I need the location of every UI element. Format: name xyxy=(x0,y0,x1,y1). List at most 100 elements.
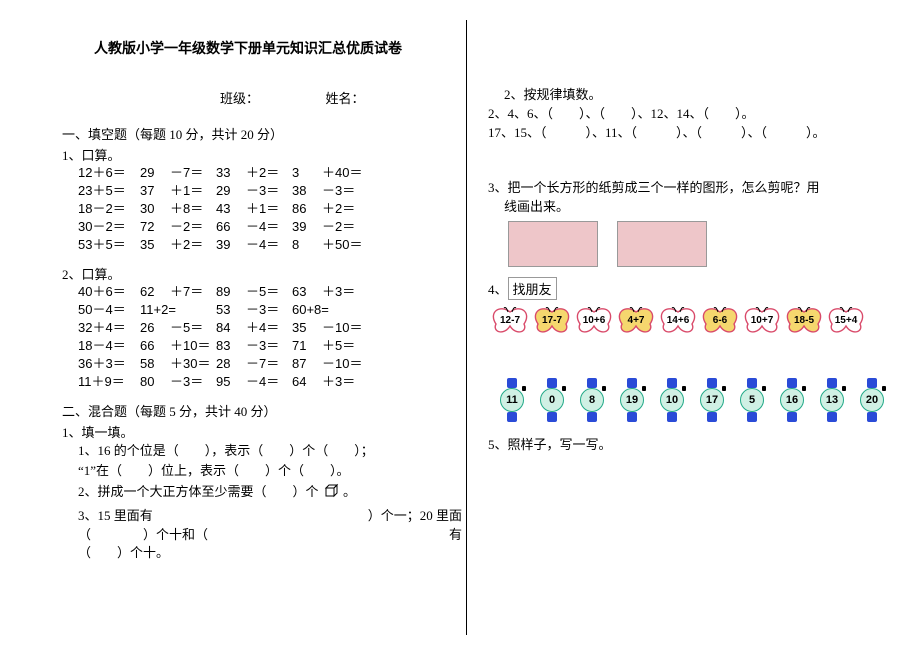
calc-cell: 32＋4＝ xyxy=(78,319,140,337)
calc-cell: ＋1＝ xyxy=(246,200,292,218)
calc-cell: 30 xyxy=(140,200,170,218)
watch-item: 16 xyxy=(774,378,810,422)
calc-cell: ＋50＝ xyxy=(322,236,378,254)
calc-cell: 71 xyxy=(292,337,322,355)
q1-label: 1、口算。 xyxy=(62,145,462,164)
calc-cell: －3＝ xyxy=(246,301,292,319)
calc-cell: 26 xyxy=(140,319,170,337)
right-column: 2、按规律填数。 2、4、6、（ ）、（ ）、12、14、（ ）。 17、15、… xyxy=(488,78,908,453)
calc-row: 11＋9＝80－3＝95－4＝64＋3＝ xyxy=(78,373,462,391)
calc-row: 36＋3＝58＋30＝28－7＝87－10＝ xyxy=(78,355,462,373)
calc-cell: 89 xyxy=(216,283,246,301)
calc-cell xyxy=(322,301,378,319)
r5-label: 5、照样子，写一写。 xyxy=(488,434,908,453)
calc-cell: ＋3＝ xyxy=(322,283,378,301)
m1-line3a: 2、拼成一个大正方体至少需要（ ）个 xyxy=(78,484,319,499)
calc-cell: ＋40＝ xyxy=(322,164,378,182)
section1-heading: 一、填空题（每题 10 分，共计 20 分） xyxy=(62,124,462,143)
calc-cell: 53＋5＝ xyxy=(78,236,140,254)
calc-cell: 33 xyxy=(216,164,246,182)
watch-item: 19 xyxy=(614,378,650,422)
calc-cell: 53 xyxy=(216,301,246,319)
butterfly-card: 15+4 xyxy=(826,306,866,338)
calc-cell: ＋10＝ xyxy=(170,337,216,355)
calc-cell: 36＋3＝ xyxy=(78,355,140,373)
calc-cell: 29 xyxy=(140,164,170,182)
calc-cell: 66 xyxy=(216,218,246,236)
calc-cell: 39 xyxy=(216,236,246,254)
q1-table: 12＋6＝29－7＝33＋2＝3＋40＝23＋5＝37＋1＝29－3＝38－3＝… xyxy=(62,164,462,254)
page-title: 人教版小学一年级数学下册单元知识汇总优质试卷 xyxy=(94,38,402,58)
calc-row: 18－4＝66＋10＝83－3＝71＋5＝ xyxy=(78,337,462,355)
r4-label: 4、 xyxy=(488,282,508,297)
calc-cell: 50－4＝ xyxy=(78,301,140,319)
m1-line4: 3、15 里面有 xyxy=(78,505,153,524)
watch-item: 0 xyxy=(534,378,570,422)
header-labels: 班级： 姓名： xyxy=(220,88,365,107)
calc-row: 53＋5＝35＋2＝39－4＝8＋50＝ xyxy=(78,236,462,254)
butterfly-card: 18-5 xyxy=(784,306,824,338)
m1-label: 1、填一填。 xyxy=(62,422,462,441)
class-label: 班级： xyxy=(220,91,259,106)
calc-cell: 84 xyxy=(216,319,246,337)
calc-cell: 38 xyxy=(292,182,322,200)
calc-cell: －2＝ xyxy=(170,218,216,236)
r3-line1: 3、把一个长方形的纸剪成三个一样的图形，怎么剪呢？用 xyxy=(488,177,908,196)
calc-cell: 39 xyxy=(292,218,322,236)
calc-cell: 40＋6＝ xyxy=(78,283,140,301)
pink-rectangle xyxy=(617,221,707,267)
calc-cell: －5＝ xyxy=(246,283,292,301)
butterfly-card: 17-7 xyxy=(532,306,572,338)
m1-line6: （ ）个十。 xyxy=(78,543,462,563)
calc-cell: －4＝ xyxy=(246,373,292,391)
calc-cell: 80 xyxy=(140,373,170,391)
rectangles xyxy=(508,221,908,271)
calc-row: 40＋6＝62＋7＝89－5＝63＋3＝ xyxy=(78,283,462,301)
calc-cell: 12＋6＝ xyxy=(78,164,140,182)
m1-line4-wrap: 3、15 里面有 ）个一；20 里面 xyxy=(78,505,462,524)
m1-line2: “1”在（ ）位上，表示（ ）个（ ）。 xyxy=(78,461,462,481)
calc-cell: 29 xyxy=(216,182,246,200)
watches-row: 11 0 8 19 10 17 5 16 13 20 xyxy=(494,378,908,422)
calc-row: 12＋6＝29－7＝33＋2＝3＋40＝ xyxy=(78,164,462,182)
calc-cell: 72 xyxy=(140,218,170,236)
calc-cell: 18－4＝ xyxy=(78,337,140,355)
calc-cell: 37 xyxy=(140,182,170,200)
watch-item: 20 xyxy=(854,378,890,422)
calc-cell: －3＝ xyxy=(170,373,216,391)
calc-cell: ＋4＝ xyxy=(246,319,292,337)
m1-line5: （ ）个十和（ xyxy=(78,524,208,543)
watch-item: 11 xyxy=(494,378,530,422)
r4-text: 找朋友 xyxy=(508,277,557,300)
calc-cell: 35 xyxy=(140,236,170,254)
calc-cell: 87 xyxy=(292,355,322,373)
m1-line5-wrap: （ ）个十和（ 有 xyxy=(78,524,462,543)
calc-row: 18－2＝30＋8＝43＋1＝86＋2＝ xyxy=(78,200,462,218)
calc-cell: 18－2＝ xyxy=(78,200,140,218)
calc-cell: 30－2＝ xyxy=(78,218,140,236)
watch-item: 17 xyxy=(694,378,730,422)
name-label: 姓名： xyxy=(326,91,365,106)
calc-cell: ＋30＝ xyxy=(170,355,216,373)
calc-cell: 28 xyxy=(216,355,246,373)
calc-cell: ＋8＝ xyxy=(170,200,216,218)
calc-row: 32＋4＝26－5＝84＋4＝35－10＝ xyxy=(78,319,462,337)
butterfly-card: 12-7 xyxy=(490,306,530,338)
calc-cell: －3＝ xyxy=(246,182,292,200)
calc-cell: ＋2＝ xyxy=(322,200,378,218)
calc-cell: －4＝ xyxy=(246,218,292,236)
butterfly-card: 10+6 xyxy=(574,306,614,338)
calc-cell: －2＝ xyxy=(322,218,378,236)
calc-cell: ＋2＝ xyxy=(170,236,216,254)
butterfly-card: 4+7 xyxy=(616,306,656,338)
calc-cell: 43 xyxy=(216,200,246,218)
watch-item: 10 xyxy=(654,378,690,422)
calc-cell: －4＝ xyxy=(246,236,292,254)
r4-wrap: 4、找朋友 xyxy=(488,277,908,300)
pink-rectangle xyxy=(508,221,598,267)
calc-cell: 60+8= xyxy=(292,301,322,319)
m1-line1: 1、16 的个位是（ ），表示（ ）个（ ）； xyxy=(78,441,462,461)
calc-cell: 11+2= xyxy=(140,301,170,319)
watch-item: 8 xyxy=(574,378,610,422)
calc-cell: 58 xyxy=(140,355,170,373)
